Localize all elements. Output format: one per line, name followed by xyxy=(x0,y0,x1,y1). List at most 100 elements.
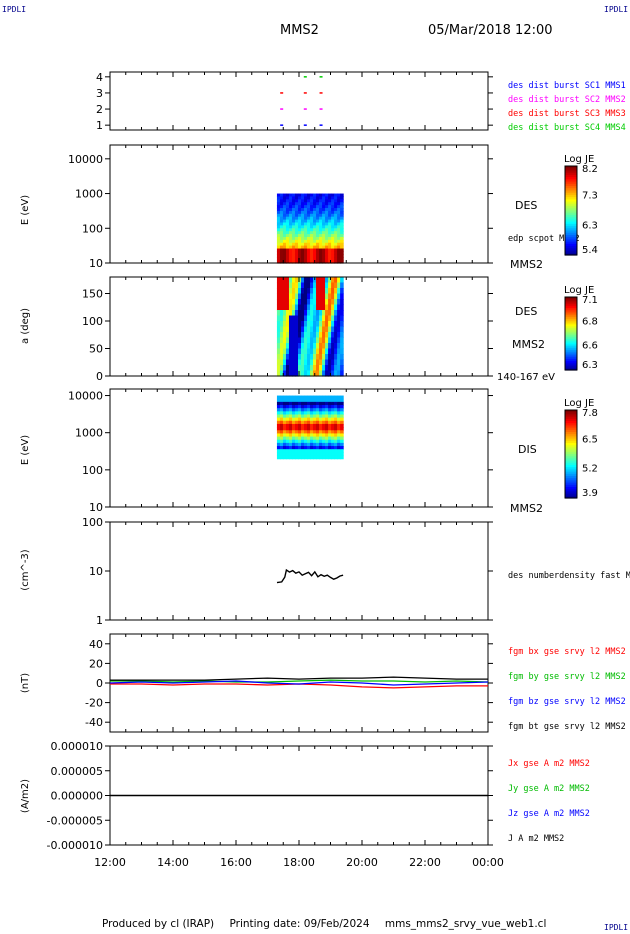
des-pitch-cell xyxy=(301,321,305,328)
colorbar-cell xyxy=(565,243,577,247)
des-energy-cell xyxy=(291,251,296,255)
des-pitch-cell xyxy=(334,365,338,372)
dis-energy-cell xyxy=(282,449,287,453)
dis-energy-cell xyxy=(316,442,320,447)
des-energy-cell xyxy=(337,236,341,241)
des-energy-cell xyxy=(291,205,296,209)
dis-energy-cell xyxy=(307,439,311,444)
des-energy-cell xyxy=(328,234,332,238)
des-pitch-cell xyxy=(334,299,338,306)
des-energy-colorbar-tick-label: 8.2 xyxy=(582,164,598,175)
des-energy-cell xyxy=(285,193,290,198)
des-pitch-cell xyxy=(282,337,287,344)
des-pitch-cell xyxy=(322,304,326,311)
des-pitch-cell xyxy=(319,315,323,322)
colorbar-cell xyxy=(565,297,577,300)
des-pitch-cell xyxy=(325,310,329,317)
des-energy-cell xyxy=(307,251,311,255)
des-pitch-cell xyxy=(279,365,284,372)
des-energy-cell xyxy=(334,236,338,241)
des-energy-cell xyxy=(322,251,326,255)
des-pitch-cell xyxy=(291,293,296,300)
des-energy-cell xyxy=(307,199,311,203)
des-pitch-cell xyxy=(316,310,320,317)
des-energy-cell xyxy=(307,257,311,261)
des-energy-cell xyxy=(313,254,317,258)
des-pitch-cell xyxy=(285,321,290,328)
dis-energy-cell xyxy=(331,414,335,419)
des-pitch-cell xyxy=(340,282,344,289)
des-pitch-cell xyxy=(310,343,314,350)
des-energy-cell xyxy=(276,222,281,226)
dis-energy-cell xyxy=(325,401,329,406)
des-energy-cell xyxy=(307,208,311,212)
dis-energy-cell xyxy=(334,439,338,444)
dis-energy-y-tick-label: 1000 xyxy=(75,427,103,440)
des-energy-cell xyxy=(291,242,296,247)
des-energy-cell xyxy=(328,208,332,212)
time-axis-tick-label: 14:00 xyxy=(157,856,189,869)
des-energy-cell xyxy=(279,257,284,261)
time-axis-tick-label: 20:00 xyxy=(346,856,378,869)
des-energy-cell xyxy=(319,257,323,261)
des-pitch-cell xyxy=(331,359,335,366)
dis-energy-cell xyxy=(297,436,302,441)
des-pitch-cell xyxy=(288,321,293,328)
colorbar-cell xyxy=(565,194,577,198)
dis-energy-cell xyxy=(291,449,296,453)
des-energy-cell xyxy=(288,225,293,229)
des-pitch-cell xyxy=(328,326,332,333)
density-y-axis-label: (cm^-3) xyxy=(20,549,31,590)
des-pitch-cell xyxy=(294,321,299,328)
des-pitch-cell xyxy=(288,337,293,344)
des-pitch-cell xyxy=(337,359,341,366)
des-energy-cell xyxy=(276,205,281,209)
burst-flag-mark xyxy=(319,124,323,126)
des-pitch-cell xyxy=(276,315,281,322)
dis-energy-cell xyxy=(319,408,323,412)
des-pitch-cell xyxy=(319,337,323,344)
des-energy-cell xyxy=(319,208,323,212)
des-energy-cell xyxy=(313,219,317,224)
colorbar-cell xyxy=(565,172,577,176)
dis-energy-cell xyxy=(325,395,329,400)
des-pitch-cell xyxy=(325,315,329,322)
colorbar-cell xyxy=(565,181,577,185)
dis-energy-cell xyxy=(313,405,317,409)
dis-energy-cell xyxy=(337,433,341,438)
bfield-y-tick-label: 0 xyxy=(96,677,103,690)
dis-energy-cell xyxy=(334,417,338,422)
des-pitch-cell xyxy=(340,315,344,322)
des-pitch-cell xyxy=(334,370,338,377)
colorbar-cell xyxy=(565,436,577,440)
des-energy-cell xyxy=(316,199,320,203)
dis-energy-cell xyxy=(328,417,332,422)
des-energy-cell xyxy=(340,245,344,250)
des-pitch-cell xyxy=(282,310,287,317)
des-energy-cell xyxy=(337,210,341,215)
time-axis-tick-label: 16:00 xyxy=(220,856,252,869)
des-pitch-cell xyxy=(319,288,323,295)
colorbar-cell xyxy=(565,219,577,223)
des-pitch-cell xyxy=(337,354,341,361)
dis-energy-cell xyxy=(297,414,302,419)
des-pitch-cell xyxy=(294,343,299,350)
des-energy-cell xyxy=(310,228,314,232)
des-energy-cell xyxy=(301,193,305,198)
des-pitch-cell xyxy=(316,282,320,289)
dis-energy-cell xyxy=(279,427,284,431)
dis-energy-cell xyxy=(307,436,311,441)
footer-printing-date: Printing date: 09/Feb/2024 xyxy=(229,918,370,930)
dis-energy-cell xyxy=(288,430,293,435)
time-axis-tick-label: 22:00 xyxy=(409,856,441,869)
des-energy-cell xyxy=(328,257,332,261)
des-pitch-cell xyxy=(340,299,344,306)
des-energy-cell xyxy=(331,196,335,200)
des-pitch-cell xyxy=(288,299,293,306)
colorbar-cell xyxy=(565,346,577,349)
dis-energy-colorbar-title: Log JE xyxy=(564,398,594,409)
dis-energy-cell xyxy=(316,398,320,403)
des-energy-cell xyxy=(294,199,299,203)
colorbar-cell xyxy=(565,421,577,424)
dis-energy-cell xyxy=(334,452,338,457)
